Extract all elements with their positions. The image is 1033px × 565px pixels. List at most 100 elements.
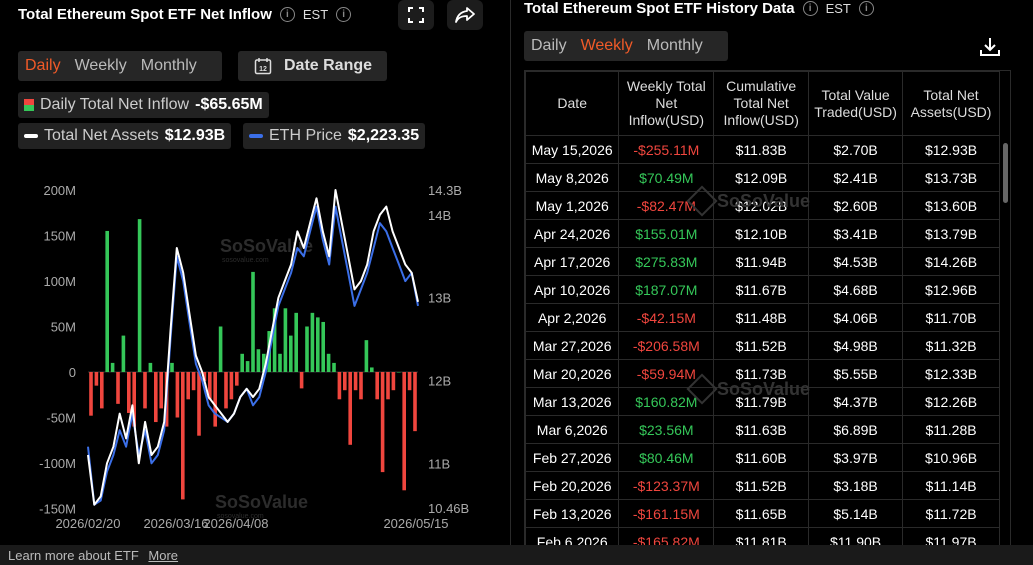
inflow-bar (181, 372, 185, 500)
date-range-button[interactable]: 12 Date Range (238, 51, 387, 81)
x-axis-tick-label: 2026/05/15 (383, 516, 448, 531)
inflow-bar (186, 372, 190, 400)
timezone-info-icon[interactable]: i (336, 6, 352, 22)
table-row[interactable]: Feb 20,2026 -$123.37M $11.52B $3.18B $11.14B (525, 471, 1000, 500)
inflow-bar (305, 326, 309, 372)
cell-cumulative-inflow: $11.67B (713, 275, 810, 304)
cell-net-assets: $13.73B (902, 163, 1000, 192)
cell-date: Feb 6,2026 (525, 527, 620, 545)
column-header-net-assets[interactable]: Total Net Assets(USD) (902, 71, 1000, 136)
inflow-bar (380, 372, 385, 473)
inflow-bar (175, 372, 180, 418)
cell-cumulative-inflow: $11.73B (713, 359, 810, 388)
inflow-bar (262, 353, 266, 372)
inflow-bar (353, 372, 358, 391)
inflow-bar (272, 308, 277, 372)
inflow-bar (321, 321, 325, 372)
legend-total-net-assets[interactable]: Total Net Assets $12.93B (18, 123, 232, 149)
legend-price-label: ETH Price (269, 127, 342, 144)
table-row[interactable]: May 15,2026 -$255.11M $11.83B $2.70B $12.93B (525, 135, 1000, 164)
info-icon[interactable]: i (279, 6, 295, 22)
inflow-bar (235, 372, 239, 386)
cell-date: Mar 20,2026 (525, 359, 620, 388)
inflow-bar (348, 372, 352, 445)
column-header-weekly-inflow[interactable]: Weekly Total Net Inflow(USD) (618, 71, 715, 136)
y2-axis-tick-label: 14B (428, 208, 451, 223)
cell-net-assets: $12.33B (902, 359, 1000, 388)
inflow-bar (213, 372, 217, 427)
history-table-container[interactable]: Date Weekly Total Net Inflow(USD) Cumula… (524, 70, 1011, 545)
inflow-bar (386, 372, 390, 400)
tab-monthly[interactable]: Monthly (646, 37, 703, 54)
table-row[interactable]: Feb 27,2026 $80.46M $11.60B $3.97B $10.96B (525, 443, 1000, 472)
y-axis-tick-label: -150M (39, 502, 76, 517)
inflow-bar (197, 372, 201, 436)
more-link[interactable]: More (148, 548, 179, 563)
table-row[interactable]: May 8,2026 $70.49M $12.09B $2.41B $13.73B (525, 163, 1000, 192)
table-row[interactable]: Apr 2,2026 -$42.15M $11.48B $4.06B $11.70B (525, 303, 1000, 332)
chart-watermark: SoSoValue (220, 236, 313, 256)
line-swatch-icon (249, 134, 263, 138)
table-row[interactable]: Feb 6,2026 -$165.82M $11.81B $11.90B $11.97B (525, 527, 1000, 545)
table-row[interactable]: Mar 20,2026 -$59.94M $11.73B $5.55B $12.33B (525, 359, 1000, 388)
inflow-bar (407, 372, 412, 391)
cell-date: Apr 10,2026 (525, 275, 620, 304)
cell-weekly-inflow: $187.07M (618, 275, 715, 304)
inflow-bar (359, 372, 363, 400)
inflow-bar (402, 372, 406, 491)
inflow-bar (316, 317, 320, 372)
fullscreen-button[interactable] (398, 0, 434, 30)
cell-value-traded: $6.89B (808, 415, 904, 444)
table-row[interactable]: Feb 13,2026 -$161.15M $11.65B $5.14B $11.72B (525, 499, 1000, 528)
fullscreen-icon (408, 7, 424, 23)
tab-weekly[interactable]: Weekly (74, 57, 127, 74)
table-row[interactable]: Mar 13,2026 $160.82M $11.79B $4.37B $12.26B (525, 387, 1000, 416)
chart-title-row: Total Ethereum Spot ETF Net Inflow i EST… (18, 4, 352, 24)
inflow-bar (391, 372, 396, 391)
table-row[interactable]: May 1,2026 -$82.47M $12.02B $2.60B $13.60B (525, 191, 1000, 220)
table-row[interactable]: Apr 24,2026 $155.01M $12.10B $3.41B $13.79B (525, 219, 1000, 248)
inflow-bar (278, 353, 282, 372)
table-scrollbar[interactable] (1003, 143, 1008, 203)
table-row[interactable]: Apr 17,2026 $275.83M $11.94B $4.53B $14.26B (525, 247, 1000, 276)
timezone-info-icon[interactable]: i (858, 0, 874, 16)
legend-eth-price[interactable]: ETH Price $2,223.35 (243, 123, 426, 149)
inflow-bar (191, 372, 196, 391)
cell-weekly-inflow: -$165.82M (618, 527, 715, 545)
column-header-date[interactable]: Date (525, 71, 620, 136)
cell-value-traded: $3.97B (808, 443, 904, 472)
cell-cumulative-inflow: $12.10B (713, 219, 810, 248)
cell-value-traded: $3.41B (808, 219, 904, 248)
inflow-bar (310, 312, 315, 372)
info-icon[interactable]: i (802, 0, 818, 16)
inflow-bar (110, 362, 115, 372)
inflow-bar (154, 372, 158, 423)
cell-weekly-inflow: -$82.47M (618, 191, 715, 220)
column-header-cumulative-inflow[interactable]: Cumulative Total Net Inflow(USD) (713, 71, 810, 136)
inflow-bar (245, 361, 250, 372)
download-button[interactable] (979, 36, 1001, 63)
inflow-bar (283, 308, 288, 372)
table-row[interactable]: Mar 27,2026 -$206.58M $11.52B $4.98B $11.32B (525, 331, 1000, 360)
y2-axis-tick-label: 12B (428, 373, 451, 388)
table-row[interactable]: Mar 6,2026 $23.56M $11.63B $6.89B $11.28B (525, 415, 1000, 444)
share-button[interactable] (447, 0, 483, 30)
inflow-bar (148, 362, 153, 372)
cell-value-traded: $4.37B (808, 387, 904, 416)
tab-daily[interactable]: Daily (531, 37, 567, 54)
legend-daily-inflow[interactable]: Daily Total Net Inflow -$65.65M (18, 92, 269, 118)
inflow-bar (332, 362, 336, 372)
cell-net-assets: $12.96B (902, 275, 1000, 304)
y-axis-tick-label: 100M (43, 274, 76, 289)
tab-weekly[interactable]: Weekly (580, 37, 633, 54)
cell-value-traded: $3.18B (808, 471, 904, 500)
cell-net-assets: $13.60B (902, 191, 1000, 220)
tab-monthly[interactable]: Monthly (140, 57, 197, 74)
column-header-value-traded[interactable]: Total Value Traded(USD) (808, 71, 904, 136)
table-row[interactable]: Apr 10,2026 $187.07M $11.67B $4.68B $12.96B (525, 275, 1000, 304)
legend-assets-label: Total Net Assets (44, 127, 159, 144)
table-title-row: Total Ethereum Spot ETF History Data i E… (524, 0, 874, 18)
inflow-chart: SoSoValuesosovalue.comSoSoValuesosovalue… (39, 183, 469, 531)
chart-watermark-url: sosovalue.com (217, 513, 264, 520)
tab-daily[interactable]: Daily (25, 57, 61, 74)
